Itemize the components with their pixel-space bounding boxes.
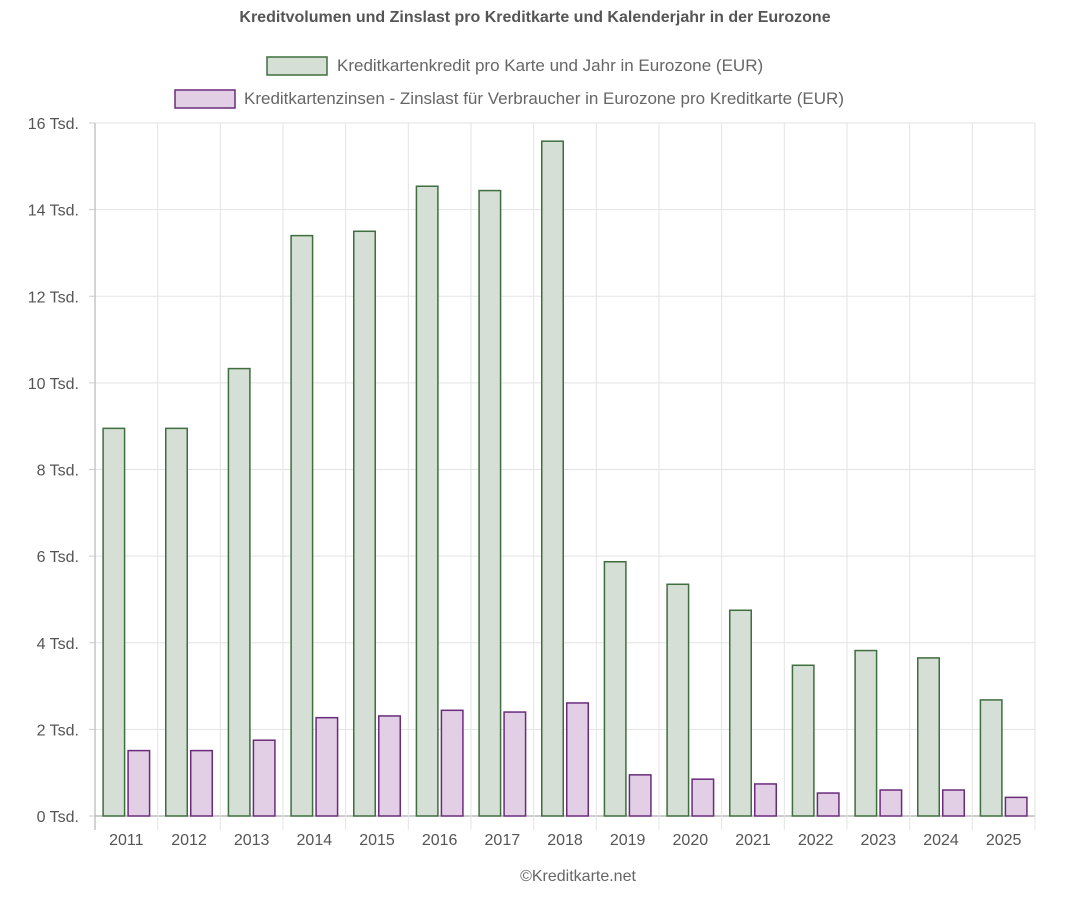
x-tick-label: 2021 [735, 832, 771, 849]
x-tick-label: 2019 [610, 832, 646, 849]
chart-title: Kreditvolumen und Zinslast pro Kreditkar… [239, 9, 830, 26]
y-tick-label: 14 Tsd. [28, 203, 79, 220]
legend-label-credit: Kreditkartenkredit pro Karte und Jahr in… [337, 56, 763, 75]
legend-label-interest: Kreditkartenzinsen - Zinslast für Verbra… [244, 89, 844, 108]
bar-interest-2014[interactable] [315, 716, 339, 817]
bar-interest-2020[interactable] [691, 778, 715, 817]
y-tick-label: 2 Tsd. [37, 722, 79, 739]
bar-credit-2021[interactable] [729, 609, 752, 817]
y-tick-label: 4 Tsd. [37, 636, 79, 653]
bar-interest-2022[interactable] [816, 792, 840, 817]
legend-item-credit[interactable]: Kreditkartenkredit pro Karte und Jahr in… [266, 56, 763, 76]
bar-interest-2023[interactable] [879, 789, 903, 817]
bar-credit-2014[interactable] [290, 234, 314, 817]
x-axis: 2011 2012 2013 2014 2015 2016 2017 2018 2019 2020… [109, 832, 1021, 849]
bar-credit-2019[interactable] [603, 561, 627, 817]
x-tick-label: 2020 [673, 832, 709, 849]
bars [102, 140, 1028, 817]
y-tick-label: 12 Tsd. [28, 289, 79, 306]
x-tick-label: 2013 [234, 832, 270, 849]
bar-credit-2012[interactable] [165, 427, 188, 817]
bar-credit-2024[interactable] [917, 657, 940, 817]
bar-interest-2015[interactable] [378, 715, 401, 817]
bar-credit-2016[interactable] [415, 185, 439, 817]
bar-interest-2017[interactable] [503, 711, 527, 817]
x-tick-label: 2012 [171, 832, 207, 849]
legend-item-interest[interactable]: Kreditkartenzinsen - Zinslast für Verbra… [174, 89, 844, 109]
footer-credit: ©Kreditkarte.net [520, 868, 636, 885]
grid-lines [94, 122, 1036, 830]
bar-interest-2016[interactable] [440, 709, 464, 817]
y-axis: 0 Tsd. 2 Tsd. 4 Tsd. 6 Tsd. 8 Tsd. 10 Tsd. 12 … [28, 116, 95, 826]
x-tick-label: 2016 [422, 832, 458, 849]
bar-interest-2018[interactable] [566, 702, 589, 817]
bar-credit-2018[interactable] [541, 140, 564, 817]
y-tick-label: 16 Tsd. [28, 116, 79, 133]
bar-credit-2011[interactable] [102, 427, 126, 817]
x-tick-label: 2018 [547, 832, 583, 849]
bar-credit-2020[interactable] [666, 583, 690, 817]
bar-interest-2025[interactable] [1004, 796, 1028, 817]
bar-credit-2015[interactable] [353, 230, 376, 817]
x-tick-label: 2014 [297, 832, 333, 849]
legend[interactable]: Kreditkartenkredit pro Karte und Jahr in… [174, 56, 844, 109]
x-tick-label: 2015 [359, 832, 395, 849]
bar-credit-2025[interactable] [979, 699, 1003, 817]
bar-credit-2023[interactable] [854, 649, 878, 817]
legend-swatch-interest [174, 89, 236, 109]
bar-interest-2021[interactable] [754, 783, 777, 817]
y-tick-label: 0 Tsd. [37, 809, 79, 826]
y-tick-label: 6 Tsd. [37, 549, 79, 566]
x-tick-label: 2025 [986, 832, 1022, 849]
y-tick-label: 8 Tsd. [37, 463, 79, 480]
x-tick-label: 2017 [485, 832, 521, 849]
bar-interest-2012[interactable] [190, 749, 213, 817]
bar-credit-2013[interactable] [227, 367, 251, 817]
bar-credit-2022[interactable] [791, 664, 815, 817]
bar-interest-2024[interactable] [942, 789, 965, 817]
x-tick-label: 2011 [109, 832, 144, 849]
bar-interest-2011[interactable] [127, 749, 151, 817]
x-tick-label: 2023 [861, 832, 897, 849]
bar-interest-2013[interactable] [252, 739, 276, 817]
y-tick-label: 10 Tsd. [28, 376, 79, 393]
bar-credit-2017[interactable] [478, 189, 502, 817]
bar-interest-2019[interactable] [628, 774, 652, 817]
x-tick-label: 2022 [798, 832, 834, 849]
legend-swatch-credit [266, 56, 328, 76]
x-tick-label: 2024 [923, 832, 959, 849]
